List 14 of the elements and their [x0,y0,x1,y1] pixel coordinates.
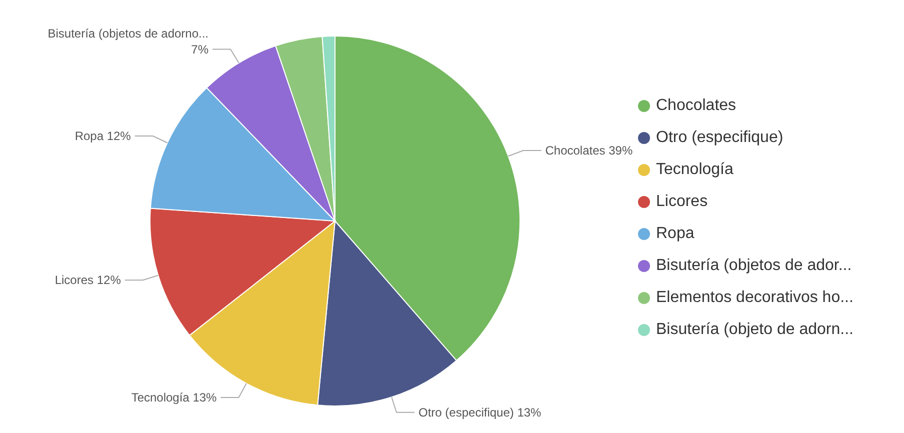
legend-label: Elementos decorativos ho... [656,289,854,307]
legend-label: Chocolates [656,97,736,115]
legend-label: Bisutería (objeto de adorn... [656,321,854,339]
legend-label: Licores [656,193,708,211]
legend-label: Tecnología [656,161,734,179]
data-label: Chocolates 39% [545,144,633,158]
data-label: Licores 12% [54,273,122,288]
legend-label: Otro (especifique) [656,129,784,147]
data-label: Tecnología 13% [131,390,218,404]
data-label: Bisutería (objetos de adorno... 7% [48,26,209,56]
data-label: Otro (especifique) 13% [418,405,542,420]
legend-label: Ropa [656,225,694,243]
legend-label: Bisutería (objetos de ador... [656,257,852,275]
data-label: Ropa 12% [74,128,132,143]
